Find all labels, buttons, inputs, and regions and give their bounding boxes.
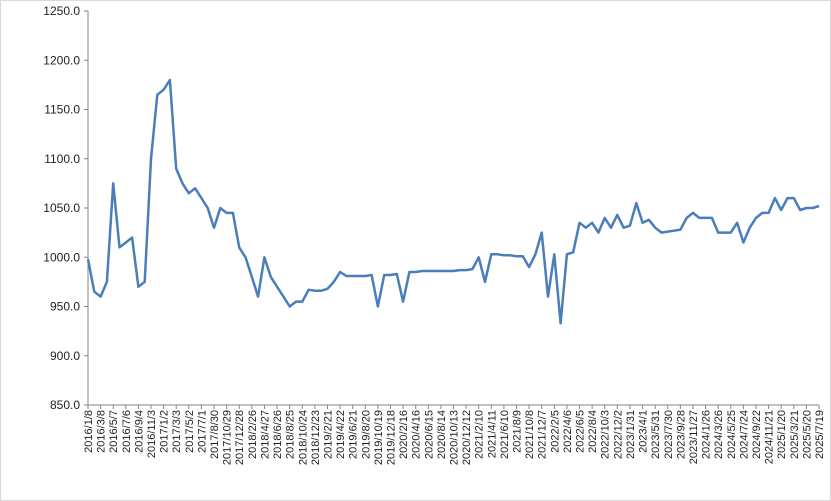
y-tick-label: 950.0 (50, 300, 80, 314)
x-tick-label: 2021/8/9 (512, 410, 524, 453)
x-tick-label: 2020/4/16 (411, 410, 423, 459)
x-tick-label: 2018/6/26 (272, 410, 284, 459)
x-tick-label: 2016/1/8 (83, 410, 95, 453)
x-tick-label: 2024/1/26 (701, 410, 713, 459)
x-tick-label: 2024/7/24 (738, 410, 750, 459)
data-line (86, 78, 820, 325)
x-tick-label: 2025/5/20 (801, 410, 813, 459)
y-tick-label: 850.0 (50, 398, 80, 412)
x-tick-label: 2020/2/16 (398, 410, 410, 459)
x-tick-label: 2016/11/3 (146, 410, 158, 458)
x-tick-label: 2024/5/25 (726, 410, 738, 459)
y-tick-label: 1100.0 (44, 152, 80, 166)
x-tick-label: 2018/2/26 (247, 410, 259, 459)
x-tick-label: 2025/1/20 (776, 410, 788, 459)
x-tick-label: 2020/6/15 (423, 410, 435, 459)
x-tick-label: 2017/10/29 (222, 410, 234, 465)
x-tick-label: 2017/7/1 (196, 410, 208, 453)
x-tick-label: 2025/7/19 (814, 410, 826, 459)
x-tick-label: 2020/8/14 (436, 410, 448, 459)
x-tick-label: 2019/6/21 (348, 410, 360, 459)
x-tick-label: 2016/3/8 (96, 410, 108, 453)
x-tick-label: 2019/4/22 (335, 410, 347, 459)
x-tick-label: 2016/5/7 (108, 410, 120, 453)
y-tick-label: 900.0 (50, 349, 80, 363)
x-tick-label: 2022/4/6 (562, 410, 574, 453)
x-tick-label: 2017/1/2 (159, 410, 171, 453)
x-tick-label: 2017/3/3 (171, 410, 183, 453)
x-tick-label: 2018/12/23 (310, 410, 322, 465)
x-tick-label: 2025/3/21 (789, 410, 801, 459)
x-tick-label: 2022/12/2 (612, 410, 624, 459)
x-tick-label: 2022/8/4 (587, 410, 599, 453)
x-tick-label: 2017/5/2 (184, 410, 196, 453)
x-tick-label: 2023/1/31 (625, 410, 637, 459)
x-tick-label: 2022/10/3 (600, 410, 612, 459)
x-tick-label: 2023/5/31 (650, 410, 662, 459)
x-tick-label: 2023/7/30 (663, 410, 675, 459)
x-tick-label: 2021/6/10 (499, 410, 511, 459)
x-tick-label: 2021/12/7 (537, 410, 549, 459)
x-tick-label: 2019/12/18 (385, 410, 397, 465)
x-tick-label: 2021/10/8 (524, 410, 536, 459)
y-tick-label: 1200.0 (43, 53, 80, 67)
x-tick-label: 2019/10/19 (373, 410, 385, 465)
x-tick-label: 2022/2/5 (549, 410, 561, 453)
x-tick-label: 2016/7/6 (121, 410, 133, 453)
x-tick-label: 2020/10/13 (449, 410, 461, 465)
x-tick-label: 2023/4/1 (638, 410, 650, 453)
x-tick-label: 2020/12/12 (461, 410, 473, 465)
y-tick-label: 1000.0 (43, 250, 80, 264)
x-tick-label: 2017/12/28 (234, 410, 246, 465)
x-tick-label: 2024/11/21 (764, 410, 776, 464)
x-tick-label: 2018/8/25 (285, 410, 297, 459)
y-tick-label: 1250.0 (43, 4, 80, 18)
x-tick-label: 2017/8/30 (209, 410, 221, 459)
y-tick-label: 1050.0 (43, 201, 80, 215)
x-tick-label: 2018/10/24 (297, 410, 309, 465)
x-tick-label: 2019/8/20 (360, 410, 372, 459)
x-tick-label: 2018/4/27 (259, 410, 271, 459)
x-tick-label: 2022/6/5 (575, 410, 587, 453)
y-tick-label: 1150.0 (44, 103, 80, 117)
x-tick-label: 2024/9/22 (751, 410, 763, 459)
x-tick-label: 2023/9/28 (675, 410, 687, 459)
x-tick-label: 2023/11/27 (688, 410, 700, 464)
x-tick-label: 2021/2/10 (474, 410, 486, 459)
x-tick-label: 2021/4/11 (486, 410, 498, 458)
x-tick-label: 2024/3/26 (713, 410, 725, 459)
x-tick-label: 2016/9/4 (133, 410, 145, 453)
x-tick-label: 2019/2/21 (322, 410, 334, 459)
